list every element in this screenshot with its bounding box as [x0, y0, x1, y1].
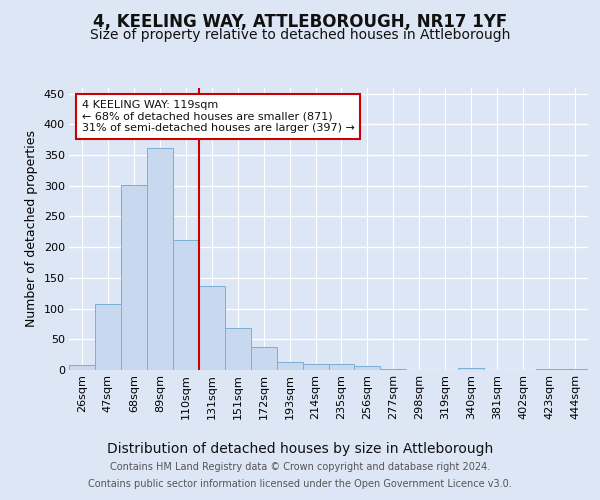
Bar	[121, 185, 147, 370]
Y-axis label: Number of detached properties: Number of detached properties	[25, 130, 38, 327]
Bar	[95, 304, 121, 370]
Text: Size of property relative to detached houses in Attleborough: Size of property relative to detached ho…	[90, 28, 510, 42]
Bar	[199, 286, 224, 370]
Bar	[562, 369, 588, 370]
Bar	[329, 364, 355, 370]
Bar	[380, 369, 406, 370]
Bar	[355, 366, 380, 370]
Bar	[225, 328, 251, 370]
Text: 4, KEELING WAY, ATTLEBOROUGH, NR17 1YF: 4, KEELING WAY, ATTLEBOROUGH, NR17 1YF	[93, 12, 507, 30]
Bar	[251, 346, 277, 370]
Bar	[458, 368, 484, 370]
Bar	[302, 364, 329, 370]
Text: Contains HM Land Registry data © Crown copyright and database right 2024.: Contains HM Land Registry data © Crown c…	[110, 462, 490, 472]
Bar	[277, 362, 302, 370]
Bar	[147, 148, 173, 370]
Text: 4 KEELING WAY: 119sqm
← 68% of detached houses are smaller (871)
31% of semi-det: 4 KEELING WAY: 119sqm ← 68% of detached …	[82, 100, 355, 133]
Bar	[536, 369, 562, 370]
Text: Contains public sector information licensed under the Open Government Licence v3: Contains public sector information licen…	[88, 479, 512, 489]
Bar	[69, 365, 95, 370]
Bar	[173, 240, 199, 370]
Text: Distribution of detached houses by size in Attleborough: Distribution of detached houses by size …	[107, 442, 493, 456]
